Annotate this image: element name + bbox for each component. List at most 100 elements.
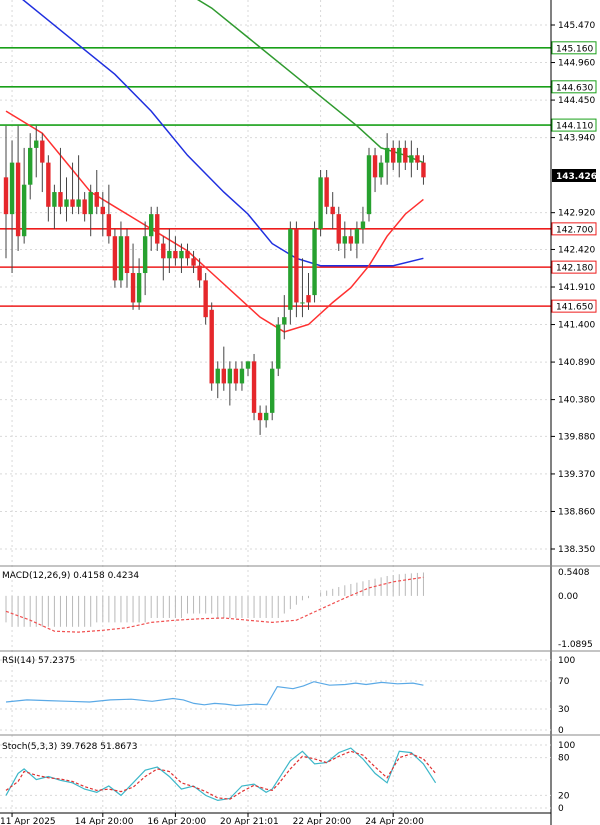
bullish-candle <box>34 140 39 148</box>
bullish-candle <box>64 199 69 207</box>
price-tick-label: 143.940 <box>558 134 595 144</box>
stoch-pane: 100 80 20 0 <box>0 741 575 814</box>
bullish-candle <box>300 302 305 304</box>
bearish-candle <box>130 273 136 303</box>
bullish-candle <box>167 250 172 259</box>
bearish-candle <box>15 162 21 237</box>
stoch-tick-label: 20 <box>558 791 570 801</box>
bullish-candle <box>21 184 27 237</box>
bullish-candle <box>227 368 233 384</box>
macd-tick-label: 0.5408 <box>558 568 590 578</box>
bearish-candle <box>233 368 239 384</box>
bullish-candle <box>282 317 287 325</box>
price-axis-ticks: 145.470 144.960 144.450 143.940 142.920 142.4… <box>551 21 595 555</box>
bearish-candle <box>294 228 299 303</box>
current-price-box <box>552 169 596 182</box>
bullish-candle <box>342 236 347 244</box>
time-tick-label: 11 Apr 2025 <box>0 817 56 825</box>
bearish-candle <box>251 361 257 413</box>
price-tick-label: 145.470 <box>558 21 595 31</box>
stoch-tick-label: 80 <box>558 754 570 764</box>
price-tick-label: 144.450 <box>558 96 595 106</box>
price-tick-label: 138.350 <box>558 545 595 555</box>
bullish-candle <box>52 192 57 207</box>
bearish-candle <box>306 295 311 303</box>
bearish-candle <box>415 155 420 163</box>
bullish-candle <box>239 368 245 384</box>
candlesticks <box>3 125 426 435</box>
bearish-candle <box>94 192 99 207</box>
bearish-candle <box>403 147 408 163</box>
support-tag-label: 142.180 <box>556 264 593 274</box>
time-tick-label: 24 Apr 20:00 <box>365 817 424 825</box>
rsi-tick-label: 70 <box>558 677 570 687</box>
bullish-candle <box>179 250 184 259</box>
price-tick-label: 141.400 <box>558 321 595 331</box>
bullish-candle <box>288 228 293 310</box>
resistance-tag-label: 144.630 <box>556 83 593 93</box>
bearish-candle <box>372 155 378 178</box>
bullish-candle <box>366 155 372 215</box>
rsi-label: RSI(14) 57.2375 <box>2 656 75 666</box>
bullish-candle <box>270 368 275 413</box>
bullish-candle <box>312 228 317 296</box>
price-tick-label: 138.860 <box>558 507 595 517</box>
rsi-tick-label: 30 <box>558 705 570 715</box>
bearish-candle <box>348 236 354 244</box>
bullish-candle <box>9 162 15 215</box>
bearish-candle <box>124 236 130 274</box>
rsi-pane: 100 70 30 0 <box>0 656 575 736</box>
bullish-candle <box>397 147 402 163</box>
bullish-candle <box>142 236 148 274</box>
bearish-candle <box>221 368 226 384</box>
price-gridlines <box>0 0 551 813</box>
rsi-line <box>5 681 424 707</box>
bullish-candle <box>28 147 33 185</box>
time-axis-labels: 11 Apr 2025 14 Apr 20:00 16 Apr 20:00 20 Ap… <box>0 813 424 825</box>
bullish-candle <box>76 199 81 207</box>
bullish-candle <box>354 228 360 244</box>
support-tag-label: 142.700 <box>556 225 593 235</box>
time-tick-label: 14 Apr 20:00 <box>75 817 134 825</box>
bearish-candle <box>40 140 45 163</box>
bullish-candle <box>378 162 384 178</box>
price-tick-label: 142.920 <box>558 209 595 219</box>
bearish-candle <box>112 236 118 281</box>
macd-pane: 0.5408 0.00 -1.0895 <box>5 568 593 650</box>
bearish-candle <box>82 199 87 215</box>
price-tick-label: 140.380 <box>558 396 595 406</box>
bearish-candle <box>203 280 208 318</box>
bullish-candle <box>149 214 154 237</box>
stoch-tick-label: 100 <box>558 741 575 751</box>
rsi-tick-label: 100 <box>558 656 575 666</box>
bearish-candle <box>70 199 75 207</box>
bearish-candle <box>3 177 9 215</box>
slow-moving-average <box>196 0 424 164</box>
bearish-candle <box>391 147 396 163</box>
stoch-tick-label: 0 <box>558 804 564 814</box>
time-tick-label: 16 Apr 20:00 <box>147 817 206 825</box>
bullish-candle <box>276 324 281 369</box>
bearish-candle <box>330 206 335 215</box>
resistance-tag-box <box>551 41 597 55</box>
bullish-candle <box>360 221 366 229</box>
bearish-candle <box>197 265 202 281</box>
macd-signal-line <box>5 576 424 633</box>
bullish-candle <box>136 273 142 303</box>
bullish-candle <box>88 192 93 215</box>
price-tick-label: 140.890 <box>558 358 595 368</box>
stoch-k-line <box>5 747 437 802</box>
support-tag-box <box>551 222 597 236</box>
rsi-tick-label: 0 <box>558 726 564 736</box>
bearish-candle <box>100 206 105 215</box>
time-tick-label: 22 Apr 20:00 <box>293 817 352 825</box>
time-tick-label: 20 Apr 21:01 <box>220 817 279 825</box>
bullish-candle <box>245 361 251 369</box>
support-tag-box <box>551 299 597 313</box>
resistance-tag-label: 144.110 <box>556 122 593 132</box>
price-tick-label: 142.420 <box>558 245 595 255</box>
resistance-tag-box <box>551 80 597 94</box>
medium-moving-average <box>22 0 424 267</box>
stoch-d-line <box>5 750 437 800</box>
